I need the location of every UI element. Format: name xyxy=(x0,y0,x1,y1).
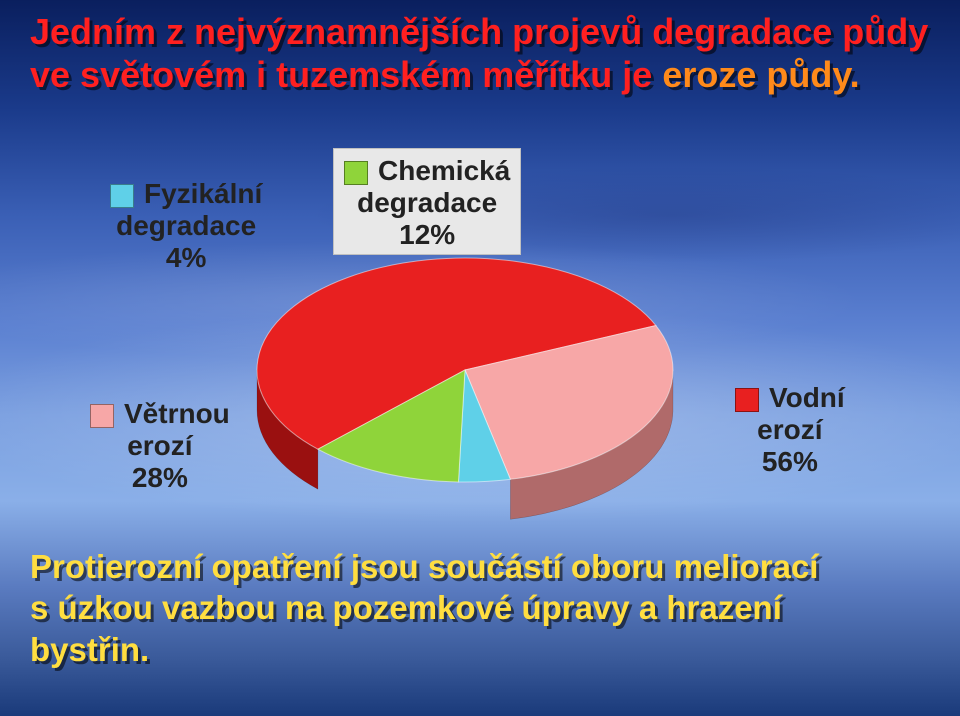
footer-l2: s úzkou vazbou na pozemkové úpravy a hra… xyxy=(30,589,782,626)
pie-svg xyxy=(250,252,680,532)
footer-l3: bystřin. xyxy=(30,631,149,668)
footer-text: Protierozní opatření jsou součástí oboru… xyxy=(30,546,930,670)
swatch-chemical xyxy=(344,161,368,185)
legend-chemical-l2: degradace xyxy=(344,187,510,219)
legend-wind-l3: 28% xyxy=(90,462,230,494)
slide: Jedním z nejvýznamnějších projevů degrad… xyxy=(0,0,960,716)
legend-physical: Fyzikální degradace 4% xyxy=(110,178,262,275)
legend-chemical-l3: 12% xyxy=(344,219,510,251)
legend-water-l3: 56% xyxy=(735,446,845,478)
legend-wind-l2: erozí xyxy=(90,430,230,462)
legend-water-l1: Vodní xyxy=(769,382,845,413)
swatch-water xyxy=(735,388,759,412)
legend-wind-l1: Větrnou xyxy=(124,398,230,429)
title-line2b: eroze půdy. xyxy=(662,54,859,95)
slide-title: Jedním z nejvýznamnějších projevů degrad… xyxy=(30,10,930,96)
pie-chart xyxy=(250,252,680,532)
legend-physical-l3: 4% xyxy=(110,242,262,274)
legend-water: Vodní erozí 56% xyxy=(735,382,845,479)
legend-water-l2: erozí xyxy=(735,414,845,446)
footer-l1: Protierozní opatření jsou součástí oboru… xyxy=(30,548,818,585)
legend-physical-l1: Fyzikální xyxy=(144,178,262,209)
legend-wind: Větrnou erozí 28% xyxy=(90,398,230,495)
title-line1: Jedním z nejvýznamnějších projevů degrad… xyxy=(30,11,928,52)
swatch-wind xyxy=(90,404,114,428)
legend-physical-l2: degradace xyxy=(110,210,262,242)
legend-chemical-l1: Chemická xyxy=(378,155,510,186)
legend-chemical: Chemická degradace 12% xyxy=(333,148,521,255)
swatch-physical xyxy=(110,184,134,208)
title-line2a: ve světovém i tuzemském měřítku je xyxy=(30,54,662,95)
